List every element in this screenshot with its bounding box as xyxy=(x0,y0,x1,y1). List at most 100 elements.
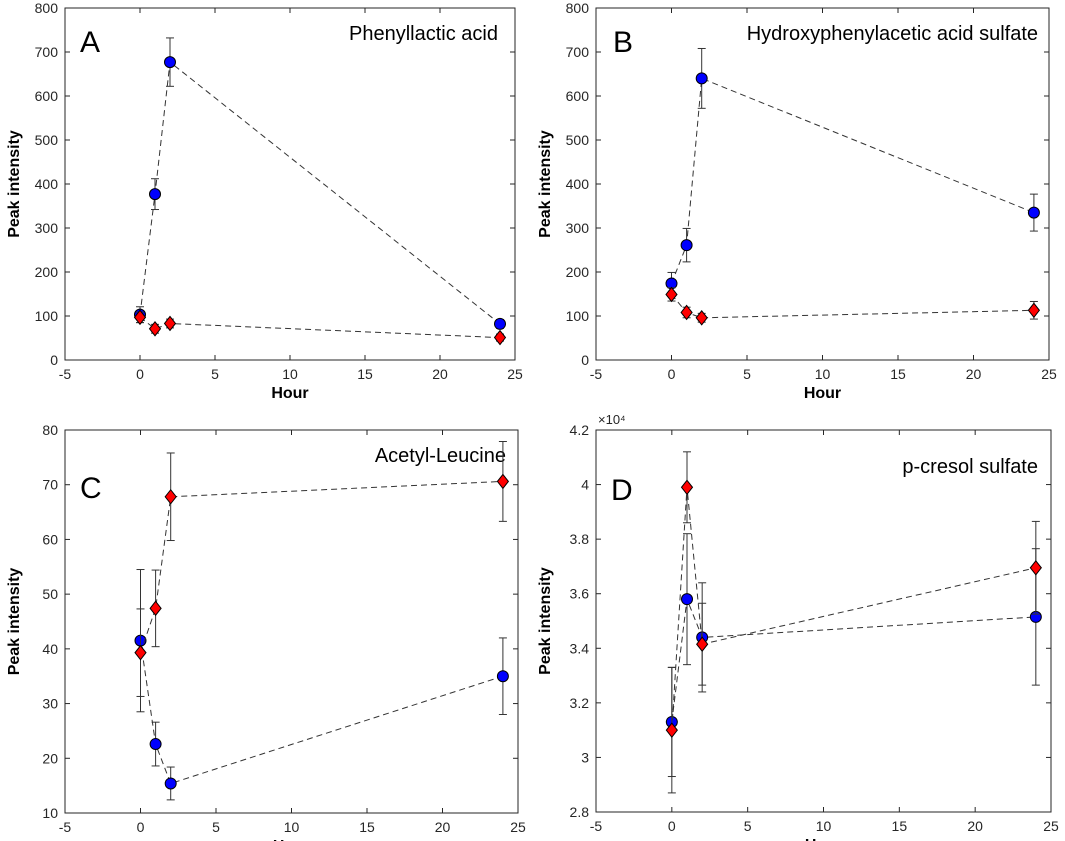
y-tick-label: 40 xyxy=(42,641,58,657)
red-diamond-point xyxy=(496,473,510,490)
y-tick-label: 0 xyxy=(581,352,589,368)
x-tick-label: 15 xyxy=(357,366,373,382)
x-axis-title: Hour xyxy=(271,385,308,402)
y-tick-label: 500 xyxy=(35,132,59,148)
x-tick-label: 5 xyxy=(211,366,219,382)
red-diamond-point xyxy=(665,286,678,303)
chart-panel-b: -5 0 5 10 15 20 250100200300400500600700800Hou… xyxy=(537,0,1057,402)
plot-area xyxy=(64,429,519,814)
y-tick-label: 700 xyxy=(566,44,590,60)
x-tick-label: 5 xyxy=(744,818,752,834)
red-diamond-point xyxy=(148,320,162,337)
blue-circle-point xyxy=(680,239,693,252)
y-axis-title: Peak intensity xyxy=(537,567,554,675)
x-tick-label: 10 xyxy=(282,366,298,382)
y-axis-exponent: ×10⁴ xyxy=(598,412,626,427)
y-axis-title: Peak intensity xyxy=(6,568,23,676)
y-tick-label: 70 xyxy=(42,477,58,493)
chart-panel-c: -5 0 5 10 15 20 25 10 20 30 40 50 60 70 80 Hour Peak int… xyxy=(6,422,526,841)
x-tick-label: 0 xyxy=(136,366,144,382)
y-tick-label: 800 xyxy=(566,0,590,16)
plot-area xyxy=(64,7,516,361)
red-diamond-point xyxy=(680,304,693,321)
y-tick-label: 3 xyxy=(581,749,589,765)
y-tick-label: 200 xyxy=(566,264,590,280)
x-tick-label: 20 xyxy=(967,818,983,834)
y-tick-label: 60 xyxy=(42,531,58,547)
y-tick-label: 3.2 xyxy=(570,695,590,711)
y-tick-label: 300 xyxy=(35,220,59,236)
x-tick-label: 10 xyxy=(815,366,831,382)
panel-title: Phenyllactic acid xyxy=(349,23,498,45)
panel-letter: D xyxy=(611,474,633,507)
panel-letter: A xyxy=(80,26,100,59)
red-diamond-point xyxy=(695,309,708,326)
blue-circle-series-line xyxy=(139,61,501,325)
x-tick-label: 10 xyxy=(284,819,300,835)
y-tick-label: 700 xyxy=(35,44,59,60)
y-tick-label: 300 xyxy=(566,220,590,236)
x-tick-label: 15 xyxy=(359,819,375,835)
panel-letter: B xyxy=(613,26,633,59)
y-tick-label: 0 xyxy=(50,352,58,368)
red-diamond-point xyxy=(680,479,694,496)
x-tick-label: 10 xyxy=(816,818,832,834)
x-tick-label: 5 xyxy=(212,819,220,835)
x-tick-label: 5 xyxy=(743,366,751,382)
blue-circle-point xyxy=(149,738,162,751)
plot-area xyxy=(595,7,1050,361)
y-tick-label: 2.8 xyxy=(570,804,590,820)
blue-circle-point xyxy=(496,670,509,683)
y-tick-label: 3.4 xyxy=(570,640,590,656)
y-tick-label: 3.6 xyxy=(570,586,590,602)
red-diamond-point xyxy=(134,644,147,661)
y-tick-label: 100 xyxy=(566,308,590,324)
panel-title: p-cresol sulfate xyxy=(902,456,1038,478)
y-tick-label: 600 xyxy=(566,88,590,104)
blue-circle-series-line xyxy=(671,77,1035,284)
red-diamond-point xyxy=(164,488,177,505)
blue-circle-point xyxy=(695,72,708,85)
panel-title: Acetyl-Leucine xyxy=(375,445,506,467)
red-diamond-series-line xyxy=(671,294,1034,319)
red-diamond-point xyxy=(133,309,147,326)
x-tick-label: 25 xyxy=(510,819,526,835)
y-tick-label: 400 xyxy=(35,176,59,192)
blue-circle-point xyxy=(1027,206,1040,219)
x-axis-title: Hour xyxy=(273,838,310,841)
red-diamond-series-line xyxy=(671,487,1036,731)
x-tick-label: 25 xyxy=(507,366,523,382)
red-diamond-point xyxy=(1027,302,1041,319)
x-tick-label: 0 xyxy=(668,818,676,834)
x-tick-label: 25 xyxy=(1043,818,1059,834)
red-diamond-point xyxy=(163,315,177,332)
chart-panel-a: -5 0 5 10 15 20 250100200300400500600700800Hou… xyxy=(6,0,523,402)
plot-area xyxy=(595,429,1052,813)
y-tick-label: 400 xyxy=(566,176,590,192)
y-tick-label: 3.8 xyxy=(570,531,590,547)
panel-title: Hydroxyphenylacetic acid sulfate xyxy=(747,23,1038,45)
y-tick-label: 500 xyxy=(566,132,590,148)
x-tick-label: 20 xyxy=(966,366,982,382)
panel-letter: C xyxy=(80,472,102,505)
y-tick-label: 800 xyxy=(35,0,59,16)
y-tick-label: 80 xyxy=(42,422,58,438)
x-tick-label: 15 xyxy=(890,366,906,382)
x-axis-title: Hour xyxy=(805,837,842,841)
blue-circle-point xyxy=(494,317,506,330)
blue-circle-point xyxy=(681,593,693,606)
y-tick-label: 10 xyxy=(42,805,58,821)
x-tick-label: -5 xyxy=(59,819,72,835)
x-axis-title: Hour xyxy=(804,385,841,402)
blue-circle-point xyxy=(164,777,177,790)
x-tick-label: 20 xyxy=(435,819,451,835)
blue-circle-point xyxy=(149,188,161,201)
y-tick-label: 4.2 xyxy=(570,422,590,438)
red-diamond-point xyxy=(696,636,709,653)
blue-circle-series-line xyxy=(671,599,1036,723)
x-tick-label: 0 xyxy=(137,819,145,835)
y-axis-title: Peak intensity xyxy=(537,130,554,238)
x-tick-label: 25 xyxy=(1041,366,1057,382)
x-tick-label: 0 xyxy=(668,366,676,382)
chart-panel-d: -5 0 5 10 15 20 25 2.8 3 3.2 3.4 3.6 3.8 4 4.2 ×10⁴ Hour… xyxy=(537,412,1059,841)
